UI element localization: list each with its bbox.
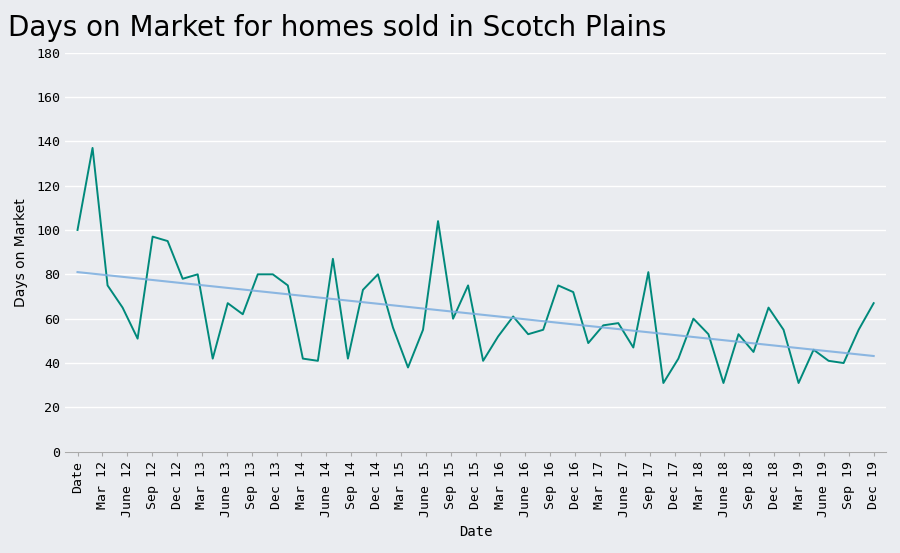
- X-axis label: Date: Date: [459, 525, 492, 539]
- Y-axis label: Days on Market: Days on Market: [14, 198, 28, 306]
- Text: Days on Market for homes sold in Scotch Plains: Days on Market for homes sold in Scotch …: [7, 14, 666, 42]
